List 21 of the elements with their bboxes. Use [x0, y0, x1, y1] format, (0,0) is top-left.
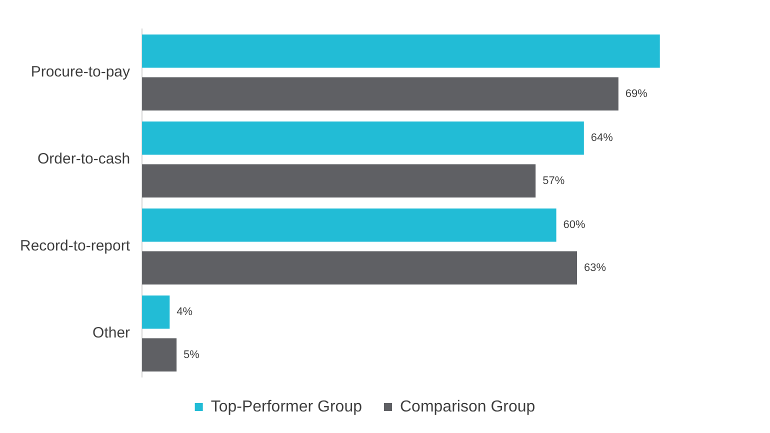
- y-tick-label: Procure-to-pay: [30, 64, 131, 81]
- bar: [142, 34, 660, 68]
- bar: [142, 164, 536, 198]
- data-label: 63%: [584, 262, 606, 274]
- y-tick-label: Other: [92, 324, 130, 342]
- y-tick-label: Order-to-cash: [38, 150, 130, 168]
- bar: [142, 77, 618, 110]
- bar: [142, 122, 584, 155]
- bar: [142, 251, 578, 284]
- legend-label: Comparison Group: [400, 398, 536, 416]
- data-label: 60%: [563, 219, 586, 232]
- y-tick-label: Record-to-report: [20, 238, 131, 255]
- data-label: 4%: [176, 306, 193, 318]
- bar: [142, 296, 170, 329]
- bar: [142, 208, 556, 242]
- bar: [142, 338, 177, 372]
- data-label: 69%: [625, 88, 648, 100]
- data-label: 5%: [184, 348, 200, 361]
- data-label: 64%: [590, 132, 614, 144]
- data-label: 57%: [542, 174, 565, 187]
- legend-label: Top-Performer Group: [210, 398, 362, 416]
